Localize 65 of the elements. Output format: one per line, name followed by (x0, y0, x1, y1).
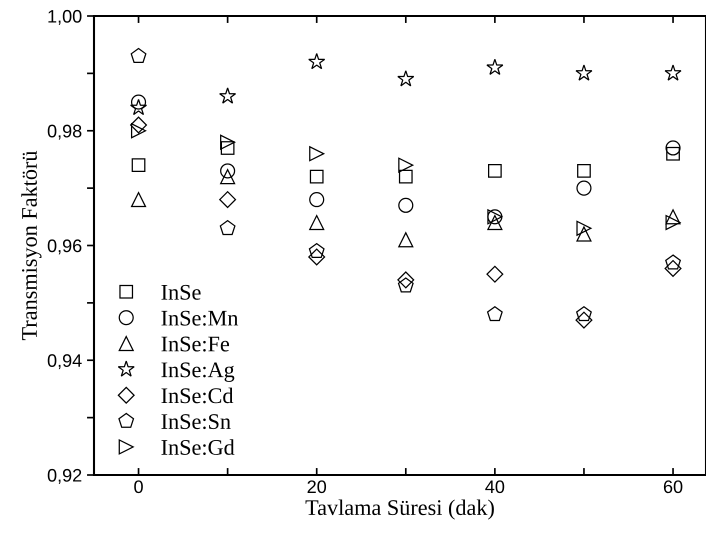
x-tick-label: 0 (134, 480, 143, 494)
point (130, 123, 146, 138)
point (486, 58, 504, 76)
point (397, 70, 414, 86)
legend-label: InSe:Cd (161, 388, 234, 404)
x-tick-label: 60 (664, 480, 682, 494)
point (488, 164, 502, 178)
point (308, 242, 325, 258)
point (130, 116, 148, 134)
point (130, 98, 148, 116)
point (486, 306, 503, 322)
x-tick-label: 20 (308, 480, 326, 494)
legend-label: InSe:Sn (161, 414, 231, 430)
point (576, 180, 592, 196)
point (219, 87, 236, 104)
point (398, 277, 414, 292)
legend-label: InSe:Gd (161, 439, 234, 456)
point (576, 220, 592, 236)
legend-label: InSe (161, 284, 201, 300)
point (309, 146, 324, 162)
point (309, 214, 324, 230)
point (577, 164, 591, 178)
point (398, 232, 414, 248)
point (220, 141, 234, 155)
point (665, 254, 681, 270)
point (665, 214, 681, 230)
point (664, 260, 682, 277)
point (664, 64, 682, 81)
point (310, 170, 324, 184)
point (130, 94, 146, 110)
point (308, 248, 326, 266)
point (487, 214, 502, 230)
y-tick-label: 1,00 (48, 10, 82, 25)
y-tick-label: 0,94 (48, 354, 82, 370)
point (665, 140, 681, 156)
y-tick-label: 0,98 (48, 124, 82, 140)
point (398, 158, 414, 173)
legend-label: InSe:Fe (161, 336, 230, 352)
y-axis-title: Transmisyon Faktörü (21, 150, 42, 340)
point (397, 271, 414, 288)
point (576, 306, 592, 322)
legend-label: InSe:Mn (161, 310, 238, 326)
point (308, 52, 326, 70)
x-axis-title: Tavlama Süresi (dak) (306, 499, 494, 520)
y-tick-label: 0,92 (48, 468, 82, 484)
point (220, 220, 236, 236)
point (132, 158, 146, 172)
point (130, 48, 146, 63)
point (486, 266, 504, 283)
point (219, 191, 236, 208)
point (309, 192, 324, 208)
y-tick-label: 0,96 (48, 239, 82, 254)
point (220, 169, 236, 184)
point (575, 64, 593, 81)
point (130, 192, 146, 208)
point (576, 226, 592, 242)
point (398, 170, 413, 184)
point (220, 163, 236, 178)
x-tick-label: 40 (485, 480, 504, 494)
point (398, 198, 414, 213)
point (220, 134, 236, 150)
legend-label: InSe:Ag (161, 362, 234, 382)
point (665, 209, 681, 224)
point (575, 312, 592, 329)
point (666, 146, 680, 161)
